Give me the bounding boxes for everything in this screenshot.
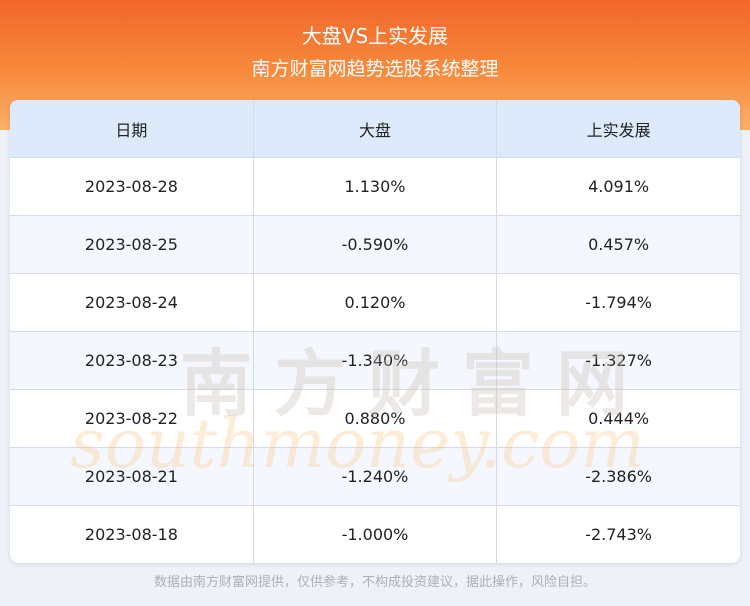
table-cell: -1.340% [253, 331, 498, 390]
table-row: 2023-08-21 -1.240% -2.386% [10, 447, 740, 506]
table-cell: -1.240% [253, 447, 498, 506]
title: 大盘VS上实发展 [301, 24, 449, 48]
table-cell: -2.386% [496, 447, 740, 506]
table-cell: 2023-08-22 [10, 389, 254, 448]
table-row: 2023-08-24 0.120% -1.794% [10, 273, 740, 332]
table-cell: 2023-08-18 [10, 505, 254, 563]
table-cell: -1.327% [496, 331, 740, 390]
table-row: 2023-08-28 1.130% 4.091% [10, 157, 740, 216]
table-cell: -1.794% [496, 273, 740, 332]
data-table: 日期 大盘 上实发展 2023-08-28 1.130% 4.091% 2023-08-2… [10, 100, 740, 563]
column-header: 上实发展 [496, 100, 740, 158]
column-header: 大盘 [253, 100, 498, 158]
table-cell: 2023-08-23 [10, 331, 254, 390]
table-body: 2023-08-28 1.130% 4.091% 2023-08-25 -0.590% 0… [10, 157, 740, 563]
header-row: 日期 大盘 上实发展 [10, 100, 740, 158]
table-cell: 2023-08-25 [10, 215, 254, 274]
subtitle: 南方财富网趋势选股系统整理 [251, 58, 499, 80]
table-cell: -2.743% [496, 505, 740, 563]
table-cell: 0.457% [496, 215, 740, 274]
table-row: 2023-08-18 -1.000% -2.743% [10, 505, 740, 563]
table-cell: 4.091% [496, 157, 740, 216]
table-cell: 0.880% [253, 389, 498, 448]
table-cell: 0.444% [496, 389, 740, 448]
table-cell: 2023-08-21 [10, 447, 254, 506]
table-row: 2023-08-22 0.880% 0.444% [10, 389, 740, 448]
table-row: 2023-08-25 -0.590% 0.457% [10, 215, 740, 274]
table-cell: 2023-08-28 [10, 157, 254, 216]
column-header: 日期 [10, 100, 254, 158]
table-cell: -1.000% [253, 505, 498, 563]
table-cell: -0.590% [253, 215, 498, 274]
table-cell: 1.130% [253, 157, 498, 216]
footer-note: 数据由南方财富网提供，仅供参考，不构成投资建议，据此操作，风险自担。 [153, 575, 596, 590]
table-row: 2023-08-23 -1.340% -1.327% [10, 331, 740, 390]
table-card: 日期 大盘 上实发展 2023-08-28 1.130% 4.091% 2023-08-2… [10, 100, 740, 563]
table-cell: 2023-08-24 [10, 273, 254, 332]
table-cell: 0.120% [253, 273, 498, 332]
